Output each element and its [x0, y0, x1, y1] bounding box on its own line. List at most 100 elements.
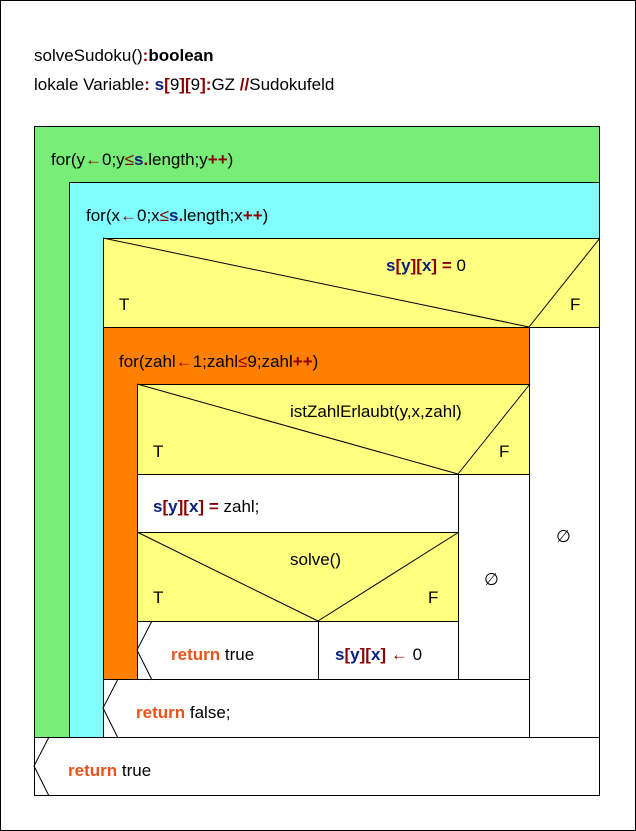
index-y: y [401, 256, 411, 275]
return-value: false; [189, 703, 231, 722]
dim2: 9 [190, 75, 201, 94]
if-allowed-true-label: T [153, 442, 164, 461]
var-s: s [335, 645, 345, 664]
assign-zahl-block [137, 474, 459, 533]
type-colon: : [205, 75, 212, 94]
return-true-outer-statement: return true [68, 761, 151, 781]
empty-set-icon: ∅ [556, 527, 571, 546]
exit-marker-outer [33, 736, 50, 797]
leq-symbol: ≤ [124, 150, 135, 169]
if-allowed-header [137, 384, 530, 475]
return-true-outer-block [34, 737, 600, 796]
equals: = [441, 256, 452, 275]
loop-zahl-init: 1;zahl [192, 352, 239, 371]
loop-y-cond: length;y [148, 150, 208, 169]
function-signature: solveSudoku():boolean [34, 46, 214, 66]
comment-marker: // [239, 75, 250, 94]
type-name: GZ [211, 75, 236, 94]
if-empty-diagonal-left [102, 237, 530, 328]
return-true-inner-block [137, 621, 319, 680]
if-solve-header [137, 532, 459, 622]
increment: ++ [242, 206, 263, 225]
return-type: boolean [148, 46, 214, 65]
assign-value: zahl; [223, 497, 260, 516]
bracket: ] [200, 75, 206, 94]
increment: ++ [207, 150, 228, 169]
bracket: [ [183, 497, 189, 516]
loop-x-header: for(x←0;x≤s.length;x++) [86, 206, 268, 226]
if-solve-condition: solve() [290, 550, 342, 569]
bracket: [ [344, 645, 351, 664]
if-empty-false-label: F [570, 295, 581, 314]
bracket: ] [380, 645, 387, 664]
paren-close: ) [312, 352, 319, 371]
bracket: [ [184, 75, 191, 94]
if-allowed-condition: istZahlErlaubt(y,x,zahl) [290, 402, 462, 421]
locals-colon: : [144, 75, 150, 94]
bracket: ] [359, 645, 366, 664]
bracket: [ [416, 256, 422, 275]
return-keyword: return [171, 645, 221, 664]
return-false-block [103, 679, 530, 738]
return-false-statement: return false; [136, 703, 231, 723]
bracket: ] [179, 75, 185, 94]
assign-arrow: ← [390, 645, 408, 664]
bracket: ] [177, 497, 184, 516]
index-x: x [188, 497, 199, 516]
return-keyword: return [68, 761, 118, 780]
loop-x-prefix: for(x [86, 206, 120, 225]
return-value: true [224, 645, 255, 664]
var-s: s [134, 150, 144, 169]
compare-value: 0 [456, 256, 466, 275]
exit-marker-inner [136, 620, 153, 681]
dim1: 9 [169, 75, 180, 94]
reset-cell-statement: s[y][x] ← 0 [335, 645, 422, 665]
if-allowed-false-label: F [499, 442, 510, 461]
loop-x-cond: length;x [183, 206, 243, 225]
if-allowed-diagonal-right [457, 383, 531, 475]
assign-arrow: ← [175, 352, 193, 371]
if-solve-diagonal-right [317, 531, 460, 622]
assign-arrow: ← [120, 206, 137, 225]
paren-close: ) [227, 150, 234, 169]
if-allowed-diagonal-left [136, 383, 459, 475]
bracket: [ [162, 497, 169, 516]
bracket: ] [198, 497, 205, 516]
var-s: s [153, 497, 163, 516]
paren-close: ) [262, 206, 269, 225]
leq-symbol: ≤ [238, 352, 248, 371]
local-variables-line: lokale Variable: s[9][9]:GZ //Sudokufeld [34, 75, 334, 95]
locals-label: lokale Variable [34, 75, 145, 94]
var-s: s [169, 206, 179, 225]
increment: ++ [292, 352, 313, 371]
leq-symbol: ≤ [159, 206, 170, 225]
loop-zahl-cond: 9;zahl [247, 352, 293, 371]
bracket: [ [395, 256, 402, 275]
function-name: solveSudoku() [34, 46, 143, 65]
assign-arrow: ← [85, 150, 102, 169]
assign-zahl-statement: s[y][x] = zahl; [153, 497, 259, 517]
return-true-inner-statement: return true [171, 645, 254, 665]
loop-zahl-prefix: for(zahl [119, 352, 176, 371]
index-y: y [350, 645, 360, 664]
equals: = [208, 497, 219, 516]
if-solve-true-label: T [153, 588, 164, 607]
if-solve-false-label: F [428, 588, 439, 607]
loop-y-init: 0;y [102, 150, 125, 169]
return-value: true [121, 761, 152, 780]
return-keyword: return [136, 703, 186, 722]
bracket: [ [164, 75, 170, 94]
bracket: ] [410, 256, 417, 275]
bracket: ] [431, 256, 438, 275]
var-s: s [154, 75, 165, 94]
index-y: y [168, 497, 178, 516]
bracket: [ [365, 645, 371, 664]
if-empty-diagonal-right [528, 237, 601, 328]
dot: . [143, 150, 149, 169]
loop-zahl-header: for(zahl←1;zahl≤9;zahl++) [119, 352, 318, 372]
index-x: x [421, 256, 432, 275]
exit-marker-false [102, 678, 119, 739]
dot: . [178, 206, 184, 225]
loop-x-init: 0;x [137, 206, 160, 225]
